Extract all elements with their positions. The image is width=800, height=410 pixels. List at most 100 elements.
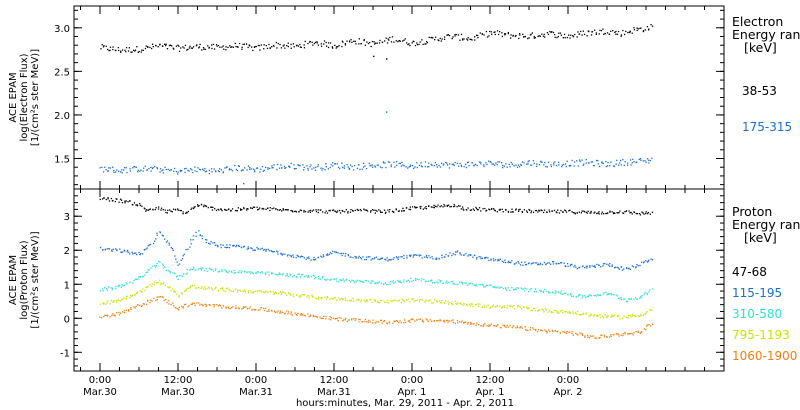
proton-data-point [155,238,157,240]
proton-data-point [278,209,280,211]
proton-data-point [302,294,305,296]
proton-data-point [334,318,336,320]
proton-data-point [627,317,629,319]
xtick-time-label: 0:00 [401,375,423,386]
proton-data-point [444,205,446,207]
proton-data-point [549,211,551,213]
electron-data-point [527,163,529,165]
proton-data-point [104,314,106,316]
proton-data-point [531,262,533,265]
proton-data-point [421,320,424,323]
proton-data-point [364,259,366,261]
proton-data-point [505,288,507,290]
proton-data-point [245,306,247,308]
proton-data-point [278,273,280,275]
proton-data-point [581,313,583,315]
proton-data-point [609,336,611,338]
proton-data-point [299,256,302,258]
proton-data-point [261,208,263,210]
proton-data-point [107,315,109,317]
proton-data-point [546,262,549,264]
proton-data-point [407,279,409,281]
electron-data-point [370,165,372,167]
proton-data-point [571,295,573,297]
proton-data-point [567,293,569,296]
proton-data-point [276,274,279,276]
proton-data-point [401,298,403,301]
electron-data-point [633,27,635,29]
electron-data-point [431,36,433,39]
proton-data-point [602,263,605,265]
proton-series-115-195 [99,230,654,271]
proton-data-point [302,255,304,258]
proton-data-point [147,269,149,271]
xtick-time-label: 12:00 [476,375,505,386]
electron-data-point [616,159,618,161]
proton-data-point [601,213,603,215]
proton-data-point [652,323,654,325]
proton-data-point [501,208,503,210]
proton-data-point [509,305,512,307]
proton-data-point [328,318,330,320]
proton-data-point [355,257,357,259]
proton-data-point [164,284,166,287]
electron-data-point [534,37,536,39]
proton-data-point [490,306,492,309]
proton-data-point [362,256,364,258]
proton-data-point [480,284,482,286]
proton-data-point [261,271,263,273]
proton-data-point [383,283,385,285]
electron-data-point [330,164,332,166]
proton-data-point [626,300,628,302]
proton-ytick-label: -1 [60,348,70,359]
proton-data-point [134,278,136,280]
electron-data-point [633,161,635,163]
proton-data-point [247,208,249,210]
proton-data-point [592,335,594,337]
proton-data-point [586,212,588,214]
proton-data-point [265,249,267,251]
proton-data-point [175,258,177,260]
proton-data-point [452,283,455,285]
proton-data-point [179,209,181,212]
proton-data-point [541,308,543,311]
proton-data-point [206,239,208,241]
electron-data-point [601,162,603,164]
electron-data-point [594,29,596,31]
proton-data-point [205,205,208,207]
proton-data-point [602,265,604,267]
proton-data-point [304,315,307,317]
electron-data-point [103,45,105,47]
electron-data-point [636,161,638,163]
proton-data-point [433,320,435,322]
proton-data-point [312,315,314,318]
proton-data-point [460,254,462,256]
proton-data-point [205,268,207,270]
proton-data-point [190,208,192,210]
electron-data-point [277,42,279,45]
electron-data-point [588,162,590,164]
proton-data-point [224,208,226,211]
proton-data-point [360,299,362,301]
electron-data-point [635,161,637,164]
electron-data-point [271,165,273,167]
proton-data-point [112,287,114,289]
proton-data-point [628,210,630,212]
electron-data-point [486,163,488,166]
proton-data-point [618,297,620,299]
proton-data-point [605,212,607,215]
proton-data-point [222,244,224,246]
proton-data-point [319,278,322,280]
proton-data-point [539,329,542,331]
proton-data-point [235,305,237,307]
electron-data-point [384,40,386,42]
electron-data-point [336,163,339,165]
proton-data-point [287,209,289,211]
electron-data-point [422,43,424,46]
proton-data-point [525,329,527,331]
proton-data-point [645,260,647,262]
electron-data-point [296,44,298,46]
proton-data-point [532,211,535,213]
proton-data-point [206,288,208,290]
proton-data-point [456,319,459,322]
